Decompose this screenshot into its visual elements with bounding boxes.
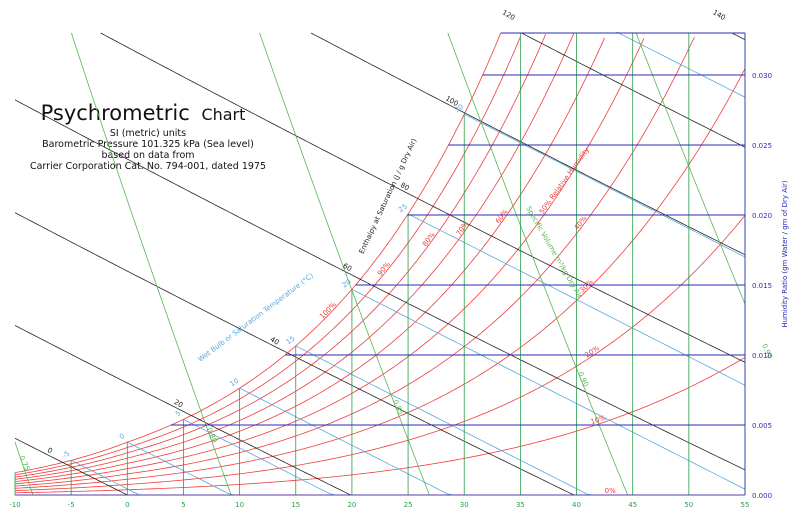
wet-bulb-label: 0 [118,432,126,441]
y-tick-label: 0.025 [752,142,772,150]
specific-volume-line [447,32,628,496]
wet-bulb-line [127,441,235,496]
specific-volume-line [70,32,232,496]
rh-curve [15,36,521,476]
rh-curve [15,36,695,487]
rh-label: 0% [605,487,616,495]
chart-title: Psychrometric [41,101,190,125]
x-tick-label: 30 [460,501,469,509]
y-axis-label: Humidity Ratio (gm Water / gm of Dry Air… [781,180,789,328]
enthalpy-label: 0 [46,446,54,455]
y-tick-label: 0.015 [752,282,772,290]
wet-bulb-line [295,345,594,496]
subtitle-line-1: SI (metric) units [110,128,186,139]
specific-volume-line [15,440,34,496]
wet-bulb-line [239,387,454,496]
specific-volume-title: Specific Volume m³/kg Dry Air [524,205,583,300]
enthalpy-line [15,212,575,496]
x-tick-label: 45 [628,501,637,509]
wet-bulb-label: 5 [174,409,182,418]
rh-label: 80% [421,231,437,249]
rh-label: 20% [584,344,602,359]
wet-bulb-label: 10 [229,377,241,389]
specific-volume-line [635,32,745,306]
specific-volume-label: 0.80 [205,427,219,445]
rh-label: 70% [455,220,471,238]
wet-bulb-label: 25 [397,202,409,214]
x-tick-label: 35 [516,501,525,509]
enthalpy-label: 80 [399,181,411,192]
x-tick-label: 20 [347,501,356,509]
wet-bulb-label: 20 [341,278,353,290]
rh-label: 50% Relative Humidity [538,146,591,216]
enthalpy-line [15,325,351,496]
wet-bulb-label: 15 [285,335,297,347]
rh-curve [15,32,502,473]
x-tick-label: -5 [68,501,75,509]
enthalpy-label: 140 [711,8,727,22]
wet-bulb-line [70,459,145,496]
rh-curve [15,357,745,494]
y-tick-label: 0.030 [752,72,772,80]
x-tick-label: 5 [181,501,185,509]
x-tick-label: 0 [125,501,129,509]
x-tick-label: 25 [404,501,413,509]
specific-volume-line [259,32,430,496]
enthalpy-label: 20 [173,398,185,409]
specific-volume-label: 0.75 [17,455,31,473]
x-tick-label: 50 [684,501,693,509]
wet-bulb-line [464,113,745,258]
enthalpy-line [521,32,745,148]
enthalpy-line [15,99,745,471]
enthalpy-label: 60 [341,262,353,273]
specific-volume-label: 0.90 [576,371,590,389]
rh-curve [15,68,745,489]
enthalpy-line [310,32,745,256]
specific-volume-label: 0.85 [391,399,405,417]
rh-label: 100% [318,300,338,320]
y-tick-label: 0.020 [752,212,772,220]
subtitle-line-4: Carrier Corporation Cat. No. 794-001, da… [30,161,266,172]
x-tick-label: 55 [741,501,750,509]
svg-text:Psychrometric Chart: Psychrometric Chart [41,101,246,125]
rh-curve [15,38,645,485]
x-tick-label: 15 [291,501,300,509]
y-tick-label: 0.005 [752,422,772,430]
rh-label: 60% [494,208,510,226]
subtitle-line-3: based on data from [101,150,194,161]
y-tick-label: 0.000 [752,492,772,500]
enthalpy-axis-title: Enthalpy at Saturation (J / g Dry Air) [358,137,419,255]
enthalpy-label: 120 [501,8,517,22]
y-tick-label: 0.010 [752,352,772,360]
rh-curve [15,215,745,491]
title-block: Psychrometric Chart SI (metric) units Ba… [30,101,266,172]
enthalpy-line [100,32,745,363]
enthalpy-label: 40 [269,335,281,346]
subtitle-line-2: Barometric Pressure 101.325 kPa (Sea lev… [42,139,254,150]
wet-bulb-axis-title: Wet Bulb or Saturation Temperature (°C) [197,271,316,363]
wet-bulb-label: 30 [453,103,465,115]
x-tick-label: 40 [572,501,581,509]
x-tick-label: -10 [9,501,20,509]
rh-curve [15,33,575,480]
rh-label: 40% [573,214,589,232]
wet-bulb-label: -5 [61,449,71,460]
x-tick-label: 10 [235,501,244,509]
rh-curve [15,34,547,478]
rh-curve [15,37,605,482]
rh-label: 90% [376,260,392,277]
wet-bulb-line [351,288,745,490]
clipped-curves [15,32,745,496]
chart-title-suffix: Chart [201,105,245,124]
